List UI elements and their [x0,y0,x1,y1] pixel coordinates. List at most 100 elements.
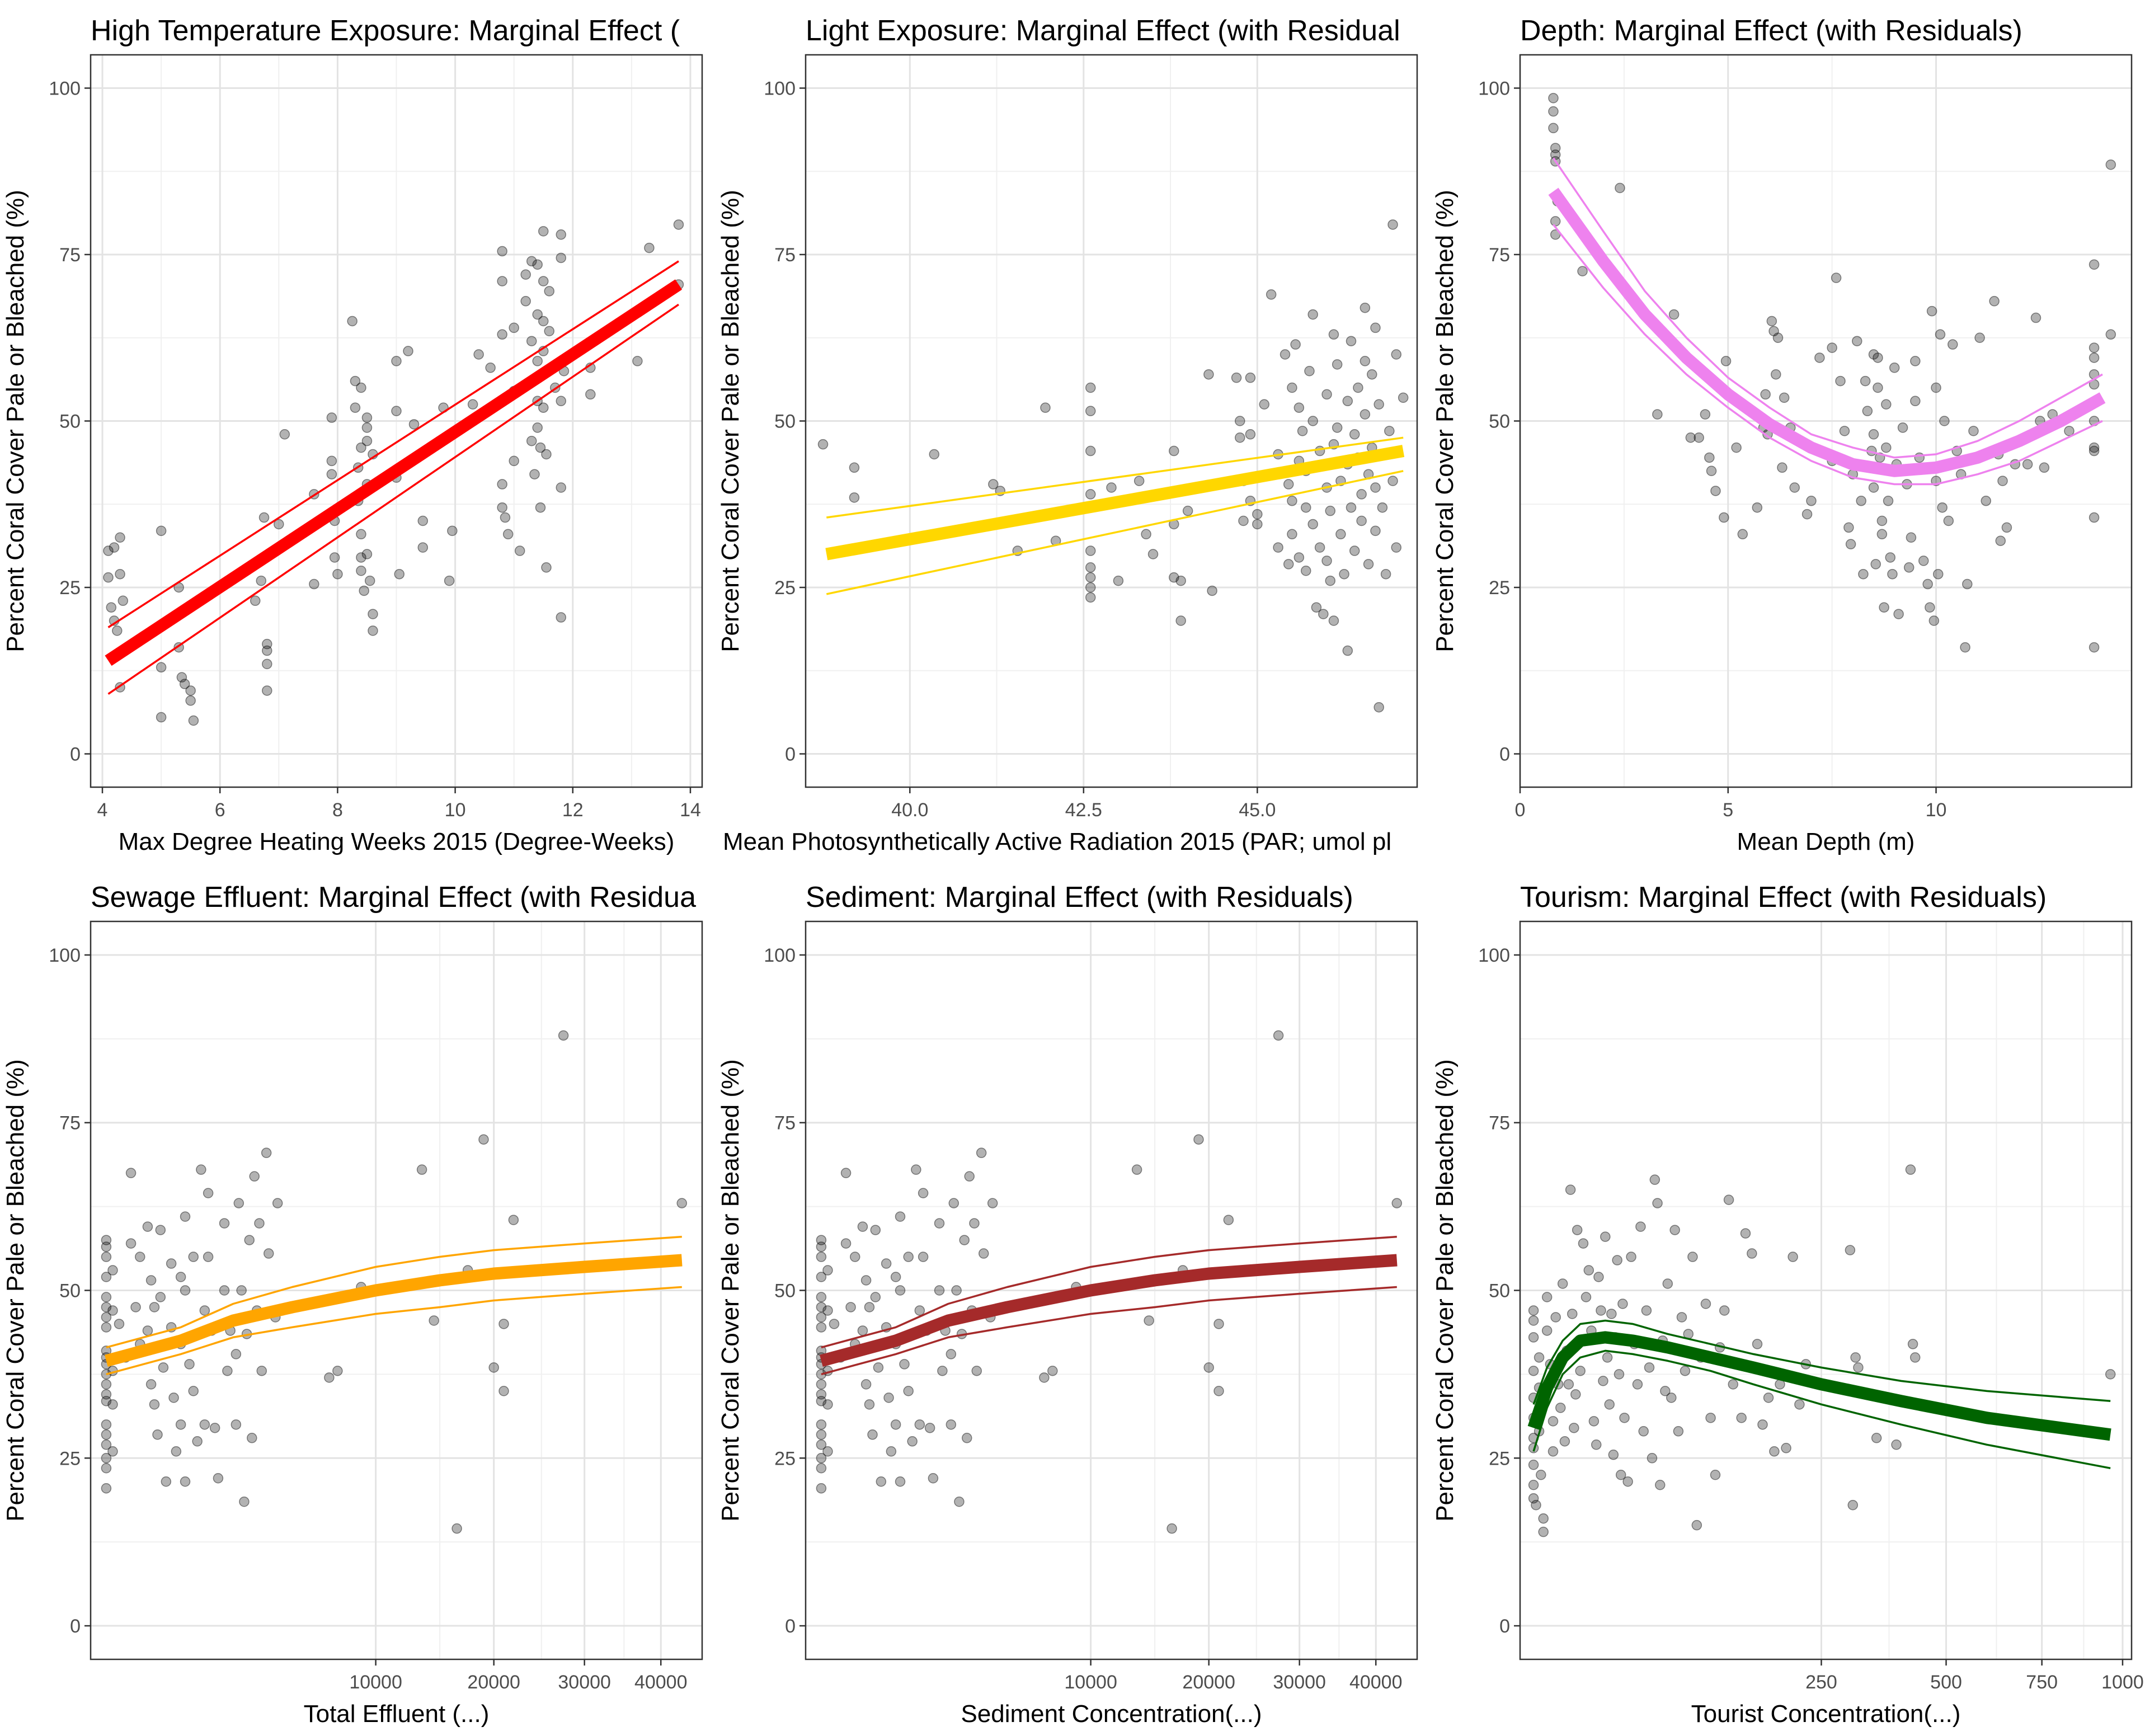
data-point [1852,336,1862,346]
data-point [541,562,552,573]
data-point [101,1312,112,1323]
data-point [497,329,507,340]
data-point [1757,1419,1768,1430]
data-point [1897,422,1908,433]
data-point [632,356,643,366]
data-point [101,1292,112,1302]
data-point [1995,535,2006,546]
data-point [816,1389,827,1400]
fit-line [105,279,683,666]
data-point [526,336,537,346]
data-point [185,685,196,696]
data-point [103,545,114,556]
data-point [822,1265,833,1276]
data-point [500,512,511,523]
data-point [1528,1305,1539,1316]
x-axis-label: Mean Depth (m) [1737,828,1915,855]
y-axis-label: Percent Coral Cover Pale or Bleached (%) [717,190,744,652]
gridlines [1520,921,2132,1659]
data-point [391,406,402,416]
data-point [1328,329,1339,340]
fit-line [105,1254,683,1367]
data-point [1641,1305,1652,1316]
data-point [1723,1194,1734,1205]
data-point [535,442,546,453]
data-point [184,1359,195,1370]
y-tick-label: 0 [70,1616,81,1637]
data-point [1235,432,1245,443]
data-point [509,322,519,333]
data-point [1085,545,1096,556]
data-point [149,1399,160,1410]
data-point [188,1252,199,1262]
data-point [918,1252,929,1262]
data-point [1534,1352,1545,1363]
y-tick-label: 25 [1489,577,1510,599]
data-point [1868,482,1879,493]
data-point [117,595,129,606]
data-point [1304,366,1315,377]
data-point [1655,1479,1666,1490]
data-point [125,1168,137,1178]
x-tick-label: 1000 [2101,1672,2144,1693]
data-point [324,1372,335,1383]
data-point [1887,568,1898,580]
data-point [1598,1376,1608,1386]
data-point [1700,1299,1711,1309]
data-point [2088,512,2100,523]
data-point [526,256,537,267]
data-point [1548,106,1559,117]
data-point [1528,1332,1539,1343]
data-point [1879,602,1889,613]
data-point [1287,496,1297,506]
data-point [1293,552,1305,563]
data-point [556,396,567,407]
data-point [951,1285,962,1296]
data-point [1131,1164,1142,1175]
data-point [1881,442,1892,453]
data-point [179,679,190,689]
data-point [1360,356,1371,366]
data-point [1763,1392,1774,1403]
data-point [1569,1423,1579,1433]
data-point [1766,316,1777,327]
data-point [1876,529,1888,540]
data-point [520,269,531,280]
data-point [188,1386,199,1396]
data-point [929,449,940,460]
y-tick-label: 25 [774,577,796,599]
data-point [444,575,455,586]
data-point [1801,509,1813,520]
data-point [125,1238,137,1249]
data-point [1259,399,1269,410]
data-point [1307,309,1318,320]
data-point [1906,532,1917,543]
data-point [1719,1305,1730,1316]
data-point [417,542,429,553]
data-point [535,502,546,513]
data-point [1794,1399,1805,1410]
y-tick-label: 75 [1489,244,1510,266]
data-point [1612,1255,1622,1265]
data-point [1563,1379,1574,1390]
data-point [149,1302,160,1312]
data-point [544,286,554,297]
data-point [1873,382,1883,393]
data-point [247,1433,257,1443]
x-tick-label: 10 [445,799,466,821]
data-point [1332,422,1343,433]
data-point [101,1241,112,1252]
data-point [964,1171,975,1182]
data-point [1710,1470,1721,1480]
data-point [192,1436,203,1447]
fit-line [820,1254,1398,1367]
x-tick-label: 250 [1805,1672,1837,1693]
data-point [497,276,507,286]
data-point [1548,93,1559,103]
x-tick-label: 20000 [467,1672,520,1693]
data-point [538,276,549,286]
y-tick-label: 50 [59,1281,81,1302]
data-point [101,1429,112,1440]
data-point [532,422,543,433]
fit-lines [825,436,1405,595]
